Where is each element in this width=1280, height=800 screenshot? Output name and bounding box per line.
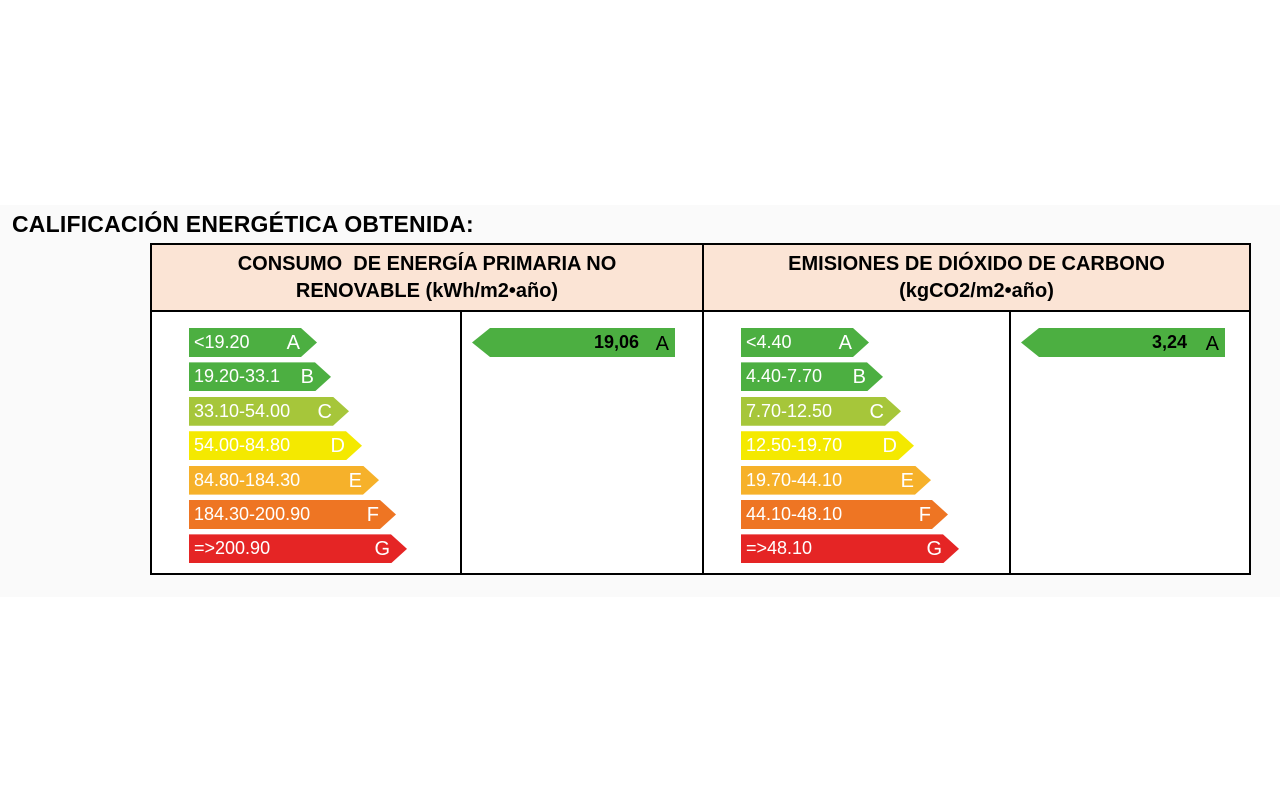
rating-band-letter: F	[366, 504, 379, 526]
divider-energy-result	[460, 312, 462, 573]
rating-band-letter: D	[882, 435, 897, 458]
energy-header-line-1: CONSUMO DE ENERGÍA PRIMARIA NO	[237, 252, 617, 275]
emissions-scale: <4.40 A 4.40-7.70 B 7.70-12.50 C 12.50-19.70 D 1…	[704, 312, 1009, 573]
rating-band-b: 19.20-33.1 B	[189, 362, 331, 391]
rating-band-range: 184.30-200.90	[194, 504, 311, 524]
rating-band-range: 33.10-54.00	[194, 400, 291, 421]
energy-scale: <19.20 A 19.20-33.1 B 33.10-54.00 C 54.00-84.8…	[152, 312, 460, 573]
rating-band-f: 44.10-48.10 F	[741, 500, 948, 529]
rating-band-letter: D	[330, 435, 345, 458]
rating-band-letter: B	[300, 366, 314, 389]
rating-band-letter: G	[926, 538, 942, 561]
result-value: 19,06	[593, 332, 639, 352]
result-letter: A	[1205, 333, 1219, 355]
rating-band-c: 33.10-54.00 C	[189, 397, 349, 426]
rating-band-letter: C	[869, 400, 884, 423]
result-arrow: 19,06 A	[472, 328, 675, 357]
rating-band-range: 12.50-19.70	[746, 435, 843, 456]
energy-header: CONSUMO DE ENERGÍA PRIMARIA NO RENOVABLE…	[152, 245, 702, 312]
rating-band-range: 54.00-84.80	[194, 435, 291, 456]
page-title: CALIFICACIÓN ENERGÉTICA OBTENIDA:	[12, 211, 474, 237]
rating-band-d: 12.50-19.70 D	[741, 431, 914, 460]
rating-band-letter: A	[838, 332, 852, 354]
rating-band-e: 19.70-44.10 E	[741, 466, 931, 495]
rating-band-a: <4.40 A	[741, 328, 869, 357]
rating-band-f: 184.30-200.90 F	[189, 500, 396, 529]
rating-band-range: <19.20	[194, 332, 250, 352]
rating-band-c: 7.70-12.50 C	[741, 397, 901, 426]
rating-band-letter: C	[317, 400, 332, 423]
rating-band-letter: E	[348, 469, 362, 492]
energy-result-cell: 19,06 A	[462, 312, 702, 573]
rating-band-range: 19.20-33.1	[194, 366, 281, 387]
rating-band-letter: G	[374, 538, 390, 561]
rating-band-letter: A	[286, 332, 300, 354]
emissions-header-line-2: (kgCO2/m2•año)	[899, 279, 1054, 302]
rating-band-a: <19.20 A	[189, 328, 317, 357]
result-arrow: 3,24 A	[1021, 328, 1225, 357]
rating-band-range: <4.40	[746, 332, 792, 352]
emissions-header-line-1: EMISIONES DE DIÓXIDO DE CARBONO	[788, 252, 1165, 275]
rating-band-range: 7.70-12.50	[746, 400, 833, 421]
rating-band-range: =>48.10	[746, 538, 813, 559]
rating-band-g: =>48.10 G	[741, 534, 959, 563]
rating-band-range: 44.10-48.10	[746, 504, 843, 524]
rating-band-range: 19.70-44.10	[746, 469, 843, 490]
result-value: 3,24	[1151, 332, 1187, 352]
result-letter: A	[655, 333, 669, 355]
rating-band-range: 4.40-7.70	[746, 366, 823, 387]
energy-header-line-2: RENOVABLE (kWh/m2•año)	[295, 279, 559, 302]
rating-band-letter: B	[852, 366, 866, 389]
rating-band-range: 84.80-184.30	[194, 469, 301, 490]
divider-center	[702, 245, 704, 573]
emissions-result-cell: 3,24 A	[1011, 312, 1249, 573]
rating-band-range: =>200.90	[194, 538, 271, 559]
rating-band-letter: F	[918, 504, 931, 526]
emissions-header: EMISIONES DE DIÓXIDO DE CARBONO (kgCO2/m…	[704, 245, 1249, 312]
rating-table: CONSUMO DE ENERGÍA PRIMARIA NO RENOVABLE…	[150, 243, 1251, 575]
rating-band-letter: E	[900, 469, 914, 492]
divider-emissions-result	[1009, 312, 1011, 573]
rating-band-g: =>200.90 G	[189, 534, 407, 563]
rating-band-b: 4.40-7.70 B	[741, 362, 883, 391]
rating-band-e: 84.80-184.30 E	[189, 466, 379, 495]
rating-band-d: 54.00-84.80 D	[189, 431, 362, 460]
